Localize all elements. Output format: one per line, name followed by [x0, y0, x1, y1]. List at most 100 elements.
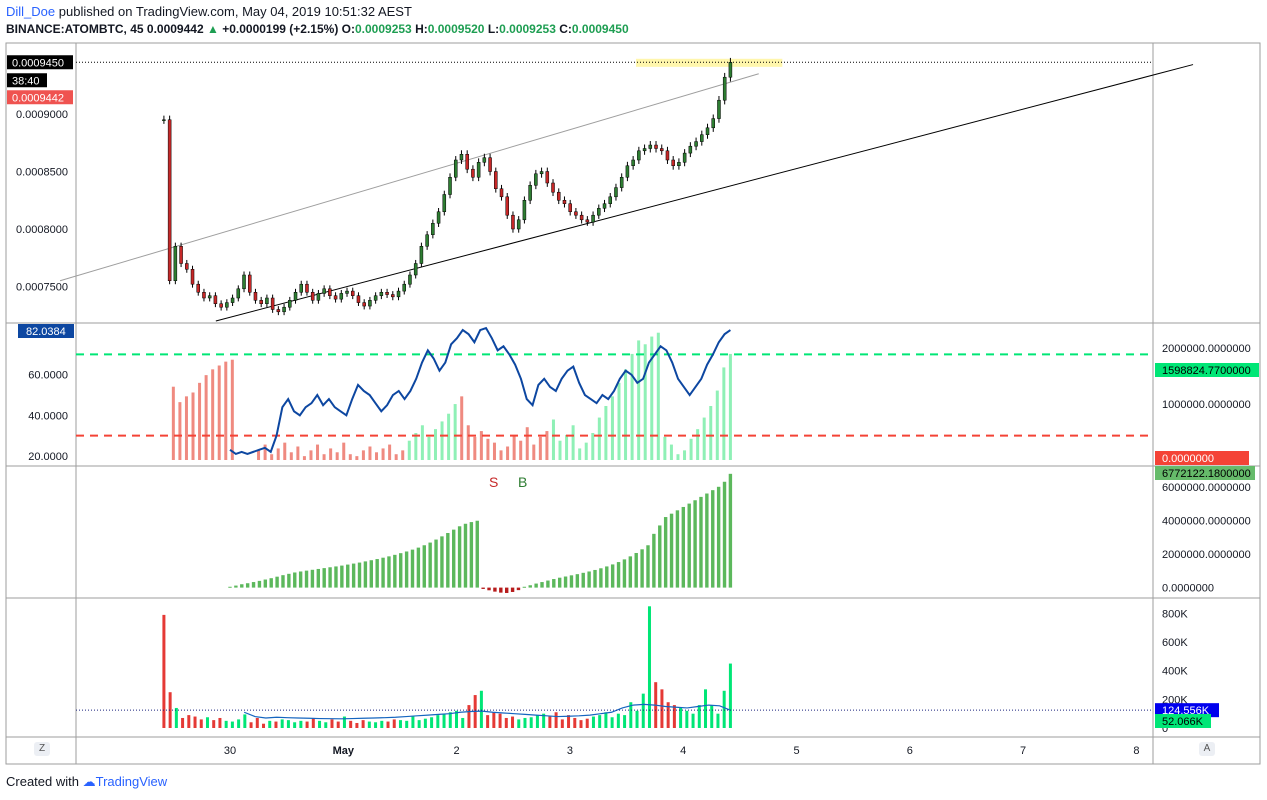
- rsi-hist-bar: [643, 344, 647, 460]
- candle-body: [700, 134, 704, 142]
- rsi-hist-bar: [584, 442, 588, 460]
- rsi-hist-bar: [466, 425, 470, 460]
- cum-bar: [693, 500, 697, 588]
- candle-body: [534, 173, 538, 186]
- cum-bar: [428, 542, 432, 588]
- rsi-hist-bar: [689, 438, 693, 460]
- rsi-hist-bar: [217, 365, 221, 460]
- volume-bar: [623, 715, 627, 728]
- rsi-hist-bar: [565, 434, 569, 460]
- cumulative-pane[interactable]: 6000000.0000000 4000000.0000000 2000000.00…: [228, 466, 1255, 595]
- auto-scale-a-button[interactable]: A: [1199, 742, 1215, 756]
- cum-bar: [605, 566, 609, 588]
- time-tick: 8: [1133, 745, 1139, 757]
- rsi-hist-bar: [551, 419, 555, 460]
- cum-bar: [287, 573, 291, 588]
- rsi-hist-bar: [316, 444, 320, 460]
- candle-body: [328, 288, 332, 296]
- cum-bar: [357, 562, 362, 588]
- cum-bar: [363, 561, 368, 588]
- candle-body: [614, 187, 618, 198]
- cum-bar: [334, 566, 338, 588]
- rsi-hist-bar: [696, 429, 700, 460]
- volume-bar: [342, 716, 346, 728]
- candle-body: [276, 309, 281, 313]
- author-link[interactable]: Dill_Doe: [6, 4, 56, 19]
- volume-bar: [504, 717, 508, 728]
- candle-body: [436, 211, 441, 224]
- rsi-hist-bar: [637, 340, 641, 460]
- price-tick: 0.0008500: [16, 167, 68, 179]
- volume-bar: [380, 720, 384, 728]
- last-price: 0.0009442: [146, 22, 204, 36]
- volume-bar: [249, 722, 253, 728]
- trendline-upper: [59, 73, 759, 282]
- cum-bar: [669, 513, 674, 588]
- candle-body: [402, 283, 406, 292]
- rsi-hist-bar: [479, 431, 483, 460]
- volume-bar: [448, 712, 452, 728]
- candle-body: [453, 159, 458, 178]
- ohlc-legend: BINANCE:ATOMBTC, 45 0.0009442 ▲ +0.00001…: [6, 22, 629, 36]
- trendline-lower: [215, 64, 1194, 322]
- volume-bar: [367, 721, 371, 728]
- rsi-tick: 40.0000: [28, 410, 68, 422]
- rsi-hist-bar: [296, 446, 300, 460]
- volume-bar: [710, 705, 714, 728]
- cum-bar: [728, 473, 733, 588]
- buy-marker: B: [518, 474, 527, 490]
- volume-bar: [199, 719, 203, 728]
- last-price-tag: [7, 55, 73, 70]
- cum-bar: [281, 575, 285, 588]
- rsi-hist-bar: [538, 436, 542, 460]
- volume-bar: [511, 716, 515, 728]
- volume-bar: [641, 693, 645, 728]
- candle-body: [637, 150, 641, 161]
- cum-bar: [663, 517, 668, 588]
- cum-bar: [610, 564, 615, 588]
- chart-author-line: Dill_Doe published on TradingView.com, M…: [6, 4, 412, 19]
- volume-bar: [187, 715, 191, 728]
- volume-bar: [647, 606, 651, 728]
- candle-body: [356, 295, 361, 303]
- low-value: 0.0009253: [499, 22, 556, 36]
- cum-tick: 2000000.0000000: [1162, 549, 1251, 561]
- rsi-hist-bar: [420, 425, 424, 460]
- candle-body: [448, 177, 452, 195]
- volume-bar: [168, 692, 172, 728]
- vol-tick: 800K: [1162, 608, 1188, 620]
- volume-bar: [442, 713, 446, 728]
- candle-body: [385, 292, 389, 295]
- rsi-pane[interactable]: 20.0000 40.0000 60.0000 2000000.0000000 1000…: [18, 324, 1259, 465]
- volume-bar: [293, 722, 297, 728]
- cum-bar: [687, 503, 691, 588]
- cum-bar: [575, 574, 580, 588]
- candle-body: [310, 292, 315, 301]
- candle-body: [442, 194, 447, 212]
- price-pane[interactable]: 0.0007500 0.0008000 0.0008500 0.0009000 0.00…: [7, 55, 1194, 322]
- candle-body: [711, 118, 715, 129]
- candle-body: [654, 144, 658, 149]
- zoom-z-button[interactable]: Z: [34, 742, 50, 756]
- candle-body: [465, 154, 469, 170]
- volume-bar: [324, 722, 328, 728]
- rsi-value-tag-text: 82.0384: [26, 326, 66, 338]
- symbol-label: BINANCE:ATOMBTC, 45: [6, 22, 144, 36]
- high-label: H:: [415, 22, 428, 36]
- volume-bar: [280, 719, 284, 728]
- time-axis[interactable]: 30 May 2 3 4 5 6 7 8: [224, 745, 1140, 757]
- candle-body: [494, 171, 498, 189]
- volume-bar: [430, 717, 434, 728]
- cum-bar: [563, 576, 568, 588]
- tradingview-logo-icon: ☁: [82, 774, 96, 789]
- candle-body: [717, 99, 721, 119]
- volume-bar: [237, 719, 241, 728]
- vol-ma-tag: [1155, 703, 1219, 718]
- volume-bar: [212, 720, 216, 728]
- cum-bar: [369, 560, 373, 588]
- tradingview-brand[interactable]: TradingView: [95, 774, 168, 789]
- volume-bar: [411, 716, 415, 728]
- rsi-hist-bar: [440, 421, 444, 460]
